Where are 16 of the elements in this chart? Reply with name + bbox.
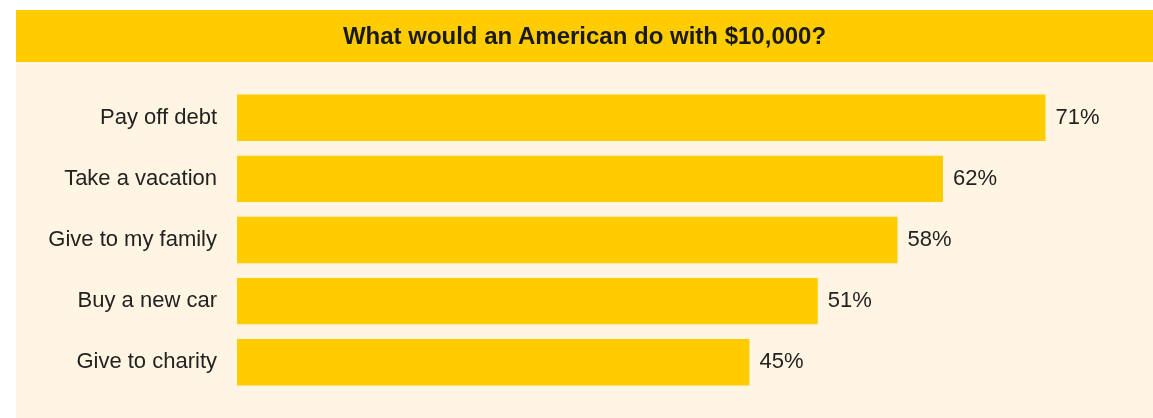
data-label: 62% [953,164,998,190]
bar [237,155,944,203]
data-label: 51% [827,287,872,313]
bar [237,277,818,325]
y-tick-label: Give to charity [76,348,217,374]
bar [237,339,750,386]
y-tick-label: Take a vacation [64,164,217,190]
y-tick-label: Pay off debt [99,103,217,129]
bar [237,216,898,264]
data-label: 71% [1055,103,1100,129]
bar [237,94,1046,141]
y-tick-label: Give to my family [48,226,217,252]
chart-title: What would an American do with $10,000? [16,10,1153,62]
data-label: 45% [759,348,804,374]
y-tick-label: Buy a new car [77,287,217,313]
data-label: 58% [907,226,952,252]
